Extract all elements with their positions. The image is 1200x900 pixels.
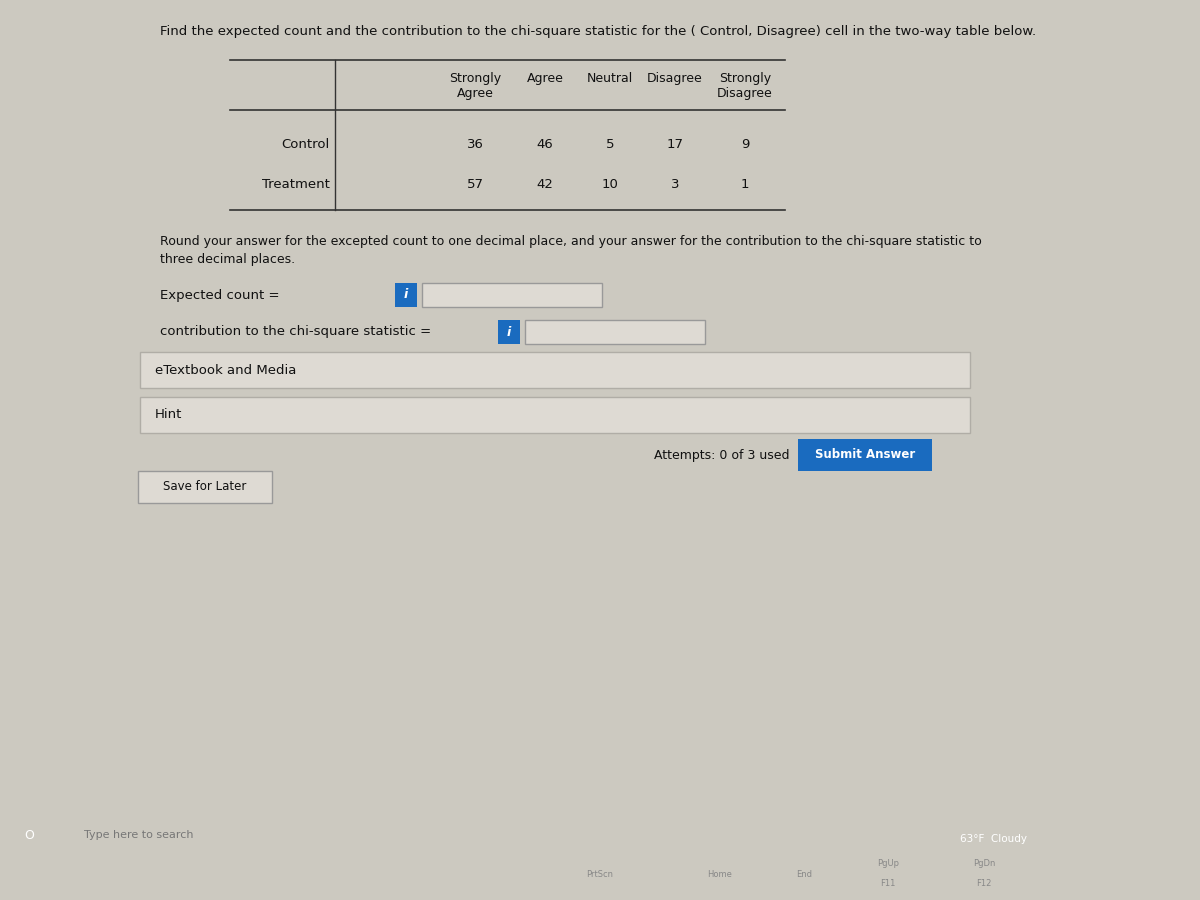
- Text: 46: 46: [536, 139, 553, 151]
- Text: 5: 5: [606, 139, 614, 151]
- FancyBboxPatch shape: [498, 320, 520, 344]
- Text: End: End: [796, 870, 812, 879]
- Text: Treatment: Treatment: [262, 178, 330, 192]
- Text: 1: 1: [740, 178, 749, 192]
- Text: Home: Home: [708, 870, 732, 879]
- Text: Control: Control: [282, 139, 330, 151]
- Text: contribution to the chi-square statistic =: contribution to the chi-square statistic…: [160, 326, 431, 338]
- Text: PgUp: PgUp: [877, 860, 899, 868]
- Text: 9: 9: [740, 139, 749, 151]
- FancyBboxPatch shape: [422, 283, 602, 307]
- Text: Attempts: 0 of 3 used: Attempts: 0 of 3 used: [654, 448, 790, 462]
- Text: eTextbook and Media: eTextbook and Media: [155, 364, 296, 376]
- Text: Neutral: Neutral: [587, 72, 634, 85]
- Text: three decimal places.: three decimal places.: [160, 254, 295, 266]
- Text: F11: F11: [881, 879, 895, 888]
- Text: F12: F12: [977, 879, 991, 888]
- Text: Save for Later: Save for Later: [163, 481, 247, 493]
- Text: 36: 36: [467, 139, 484, 151]
- FancyBboxPatch shape: [526, 320, 706, 344]
- Text: PgDn: PgDn: [973, 860, 995, 868]
- Text: i: i: [506, 326, 511, 338]
- Text: Strongly: Strongly: [719, 72, 772, 85]
- Text: Submit Answer: Submit Answer: [815, 448, 916, 462]
- Text: 17: 17: [666, 139, 684, 151]
- Text: Disagree: Disagree: [718, 87, 773, 100]
- FancyBboxPatch shape: [140, 397, 970, 433]
- Text: Agree: Agree: [527, 72, 564, 85]
- Text: i: i: [404, 289, 408, 302]
- Text: Type here to search: Type here to search: [84, 830, 193, 841]
- Text: 63°F  Cloudy: 63°F Cloudy: [960, 833, 1027, 844]
- FancyBboxPatch shape: [798, 439, 932, 471]
- Text: Find the expected count and the contribution to the chi-square statistic for the: Find the expected count and the contribu…: [160, 25, 1036, 38]
- Text: O: O: [24, 829, 34, 842]
- Text: 3: 3: [671, 178, 679, 192]
- FancyBboxPatch shape: [140, 352, 970, 388]
- Text: 42: 42: [536, 178, 553, 192]
- Text: Strongly: Strongly: [449, 72, 502, 85]
- Text: 10: 10: [601, 178, 618, 192]
- FancyBboxPatch shape: [138, 471, 272, 503]
- Text: Round your answer for the excepted count to one decimal place, and your answer f: Round your answer for the excepted count…: [160, 236, 982, 248]
- Text: Disagree: Disagree: [647, 72, 703, 85]
- Text: Agree: Agree: [456, 87, 493, 100]
- FancyBboxPatch shape: [395, 283, 418, 307]
- Text: Expected count =: Expected count =: [160, 289, 280, 302]
- Text: 57: 57: [467, 178, 484, 192]
- Text: PrtScn: PrtScn: [587, 870, 613, 879]
- Text: Hint: Hint: [155, 409, 182, 421]
